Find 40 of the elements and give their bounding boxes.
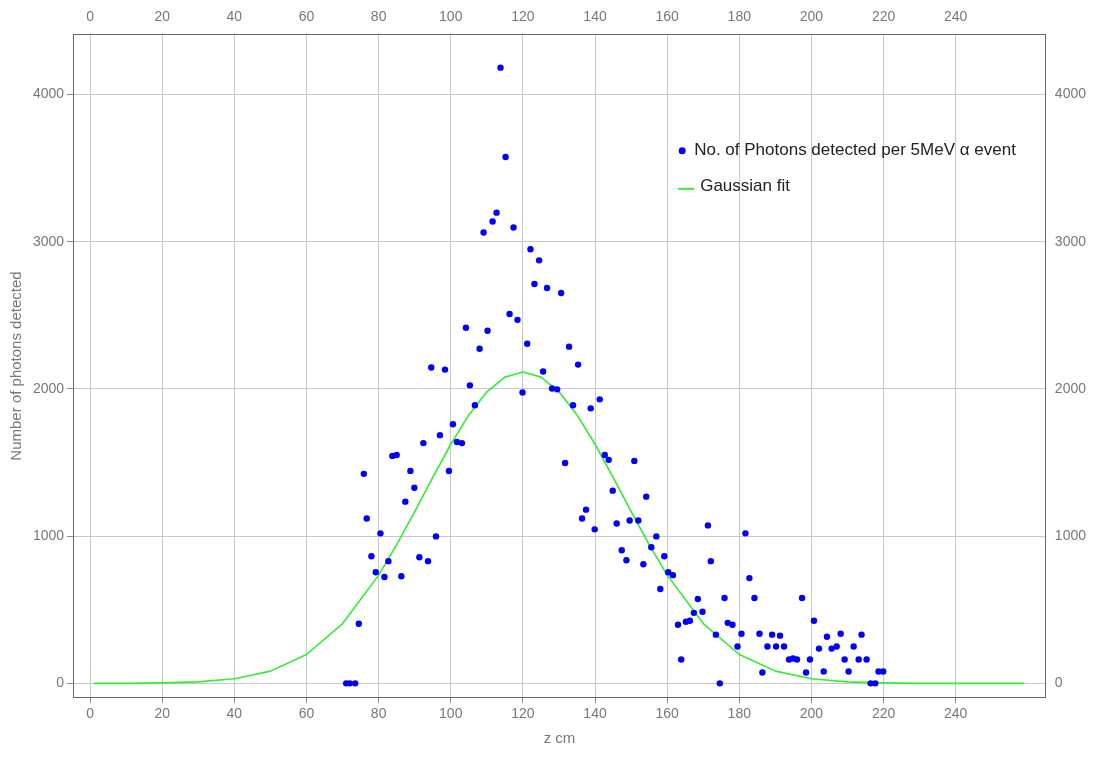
x-tick-label: 80	[370, 705, 387, 722]
y-tick-label: 4000	[32, 85, 65, 102]
y2-tick-label: 3000	[1054, 232, 1087, 249]
legend-label: No. of Photons detected per 5MeV α event	[694, 140, 1017, 160]
y-tick-label: 2000	[32, 379, 65, 396]
x2-tick-label: 180	[727, 8, 752, 25]
legend-label: Gaussian fit	[700, 176, 791, 196]
y2-tick-label: 4000	[1054, 85, 1087, 102]
x-tick-label: 40	[226, 705, 243, 722]
x2-tick-label: 100	[439, 8, 463, 25]
x-tick-label: 180	[727, 705, 752, 722]
y-tick-label: 3000	[32, 232, 65, 249]
x2-tick-label: 20	[154, 8, 171, 25]
y2-tick-label: 2000	[1054, 379, 1087, 396]
x-tick-label: 120	[511, 705, 535, 722]
x2-tick-label: 40	[226, 8, 243, 25]
x2-tick-label: 140	[583, 8, 607, 25]
x-tick-label: 220	[871, 705, 896, 722]
y-axis-title: Number of photons detected	[7, 271, 25, 461]
x-tick-label: 60	[298, 705, 315, 722]
y-tick-label: 1000	[32, 526, 65, 543]
x2-tick-label: 160	[655, 8, 680, 25]
x-tick-label: 200	[799, 705, 824, 722]
y2-tick-label: 0	[1054, 674, 1063, 691]
x-tick-label: 240	[944, 705, 968, 722]
y-tick-label: 0	[56, 674, 65, 691]
x-tick-label: 160	[655, 705, 680, 722]
x2-tick-label: 220	[871, 8, 896, 25]
x2-tick-label: 120	[511, 8, 535, 25]
x-tick-label: 140	[583, 705, 607, 722]
x2-tick-label: 80	[370, 8, 387, 25]
x2-tick-label: 0	[86, 8, 95, 25]
x-tick-label: 20	[154, 705, 171, 722]
x-tick-label: 0	[86, 705, 95, 722]
x-tick-label: 100	[439, 705, 463, 722]
x-axis-title: z cm	[543, 729, 576, 747]
x2-tick-label: 60	[298, 8, 315, 25]
y2-tick-label: 1000	[1054, 526, 1087, 543]
x2-tick-label: 240	[944, 8, 968, 25]
x2-tick-label: 200	[799, 8, 824, 25]
